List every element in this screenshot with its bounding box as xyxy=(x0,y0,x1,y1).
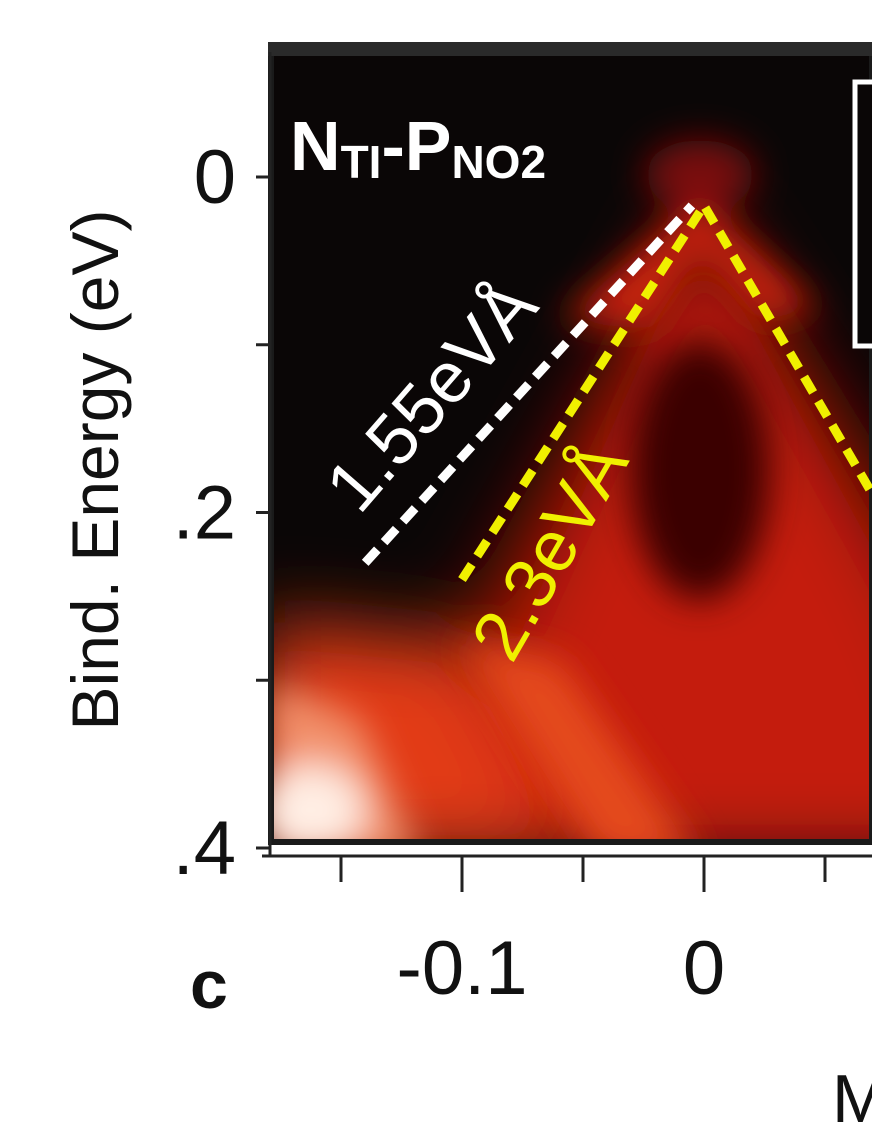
title-sub: TI xyxy=(341,136,382,188)
y-axis-label: Bind. Energy (eV) xyxy=(58,210,132,731)
intensity-map xyxy=(271,52,872,842)
panel-letter: c xyxy=(190,947,228,1023)
y-tick-label: .4 xyxy=(173,806,236,891)
x-tick-label: -0.1 xyxy=(397,926,528,1011)
title-main: N xyxy=(290,107,341,185)
y-tick-label: .2 xyxy=(173,471,236,556)
legend-box xyxy=(852,79,872,349)
x-axis-label: M xyxy=(832,1061,872,1128)
x-tick-label: 0 xyxy=(683,926,725,1011)
y-tick-label: 0 xyxy=(194,135,236,220)
dispersion-line xyxy=(458,196,872,583)
panel-title: NTI-PNO2 xyxy=(290,107,546,188)
plot-top-bar xyxy=(268,42,872,56)
title-sub2: NO2 xyxy=(451,136,546,188)
title-dash: -P xyxy=(381,107,451,185)
dispersion-line xyxy=(361,202,696,566)
